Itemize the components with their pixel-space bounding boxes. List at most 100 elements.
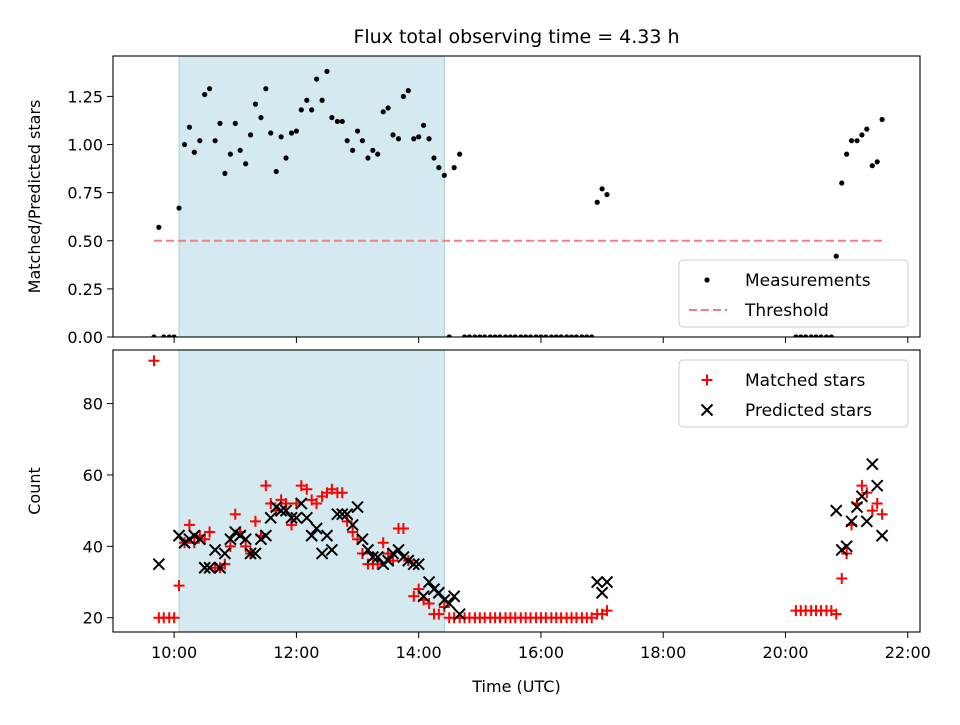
bottom-xtick-label: 10:00 [151,643,197,662]
top-point [553,334,559,337]
bottom-ylabel: Count [25,467,44,515]
top-point [461,334,468,337]
bottom-matched-marker [311,497,323,509]
top-point [206,86,213,92]
bottom-xtick-label: 22:00 [885,643,931,662]
bottom-predicted-marker [259,529,273,542]
top-point [543,334,549,337]
top-point [385,105,391,111]
bottom-predicted-marker [855,490,869,503]
top-point [472,334,478,337]
top-point [334,118,340,125]
top-point [309,107,315,113]
top-point [161,334,167,337]
bottom-predicted-marker [193,532,207,546]
top-point [227,151,233,157]
bottom-predicted-marker [340,507,354,521]
top-point [548,334,554,337]
top-point [584,334,590,337]
top-point [243,161,249,167]
bottom-xlabel: Time (UTC) [471,677,560,696]
top-point [492,334,498,337]
bottom-predicted-marker [295,497,308,510]
bottom-legend-label: Predicted stars [745,401,872,421]
chart-title: Flux total observing time = 4.33 h [353,26,679,48]
top-point [197,138,203,144]
bottom-predicted-marker [336,507,349,521]
top-point [502,334,509,337]
top-point [518,334,524,337]
bottom-predicted-marker [432,586,446,599]
top-point [512,334,518,337]
top-point [344,138,350,144]
top-ytick-label: 0.75 [67,184,103,203]
bottom-matched-marker [224,540,236,552]
bottom-predicted-marker [152,557,166,571]
top-point [604,191,610,198]
top-point [329,114,335,121]
bottom-panel: 20 40 60 80 10:00 12:00 14:00 16:00 18:00 20:00 22… [25,349,931,696]
bottom-predicted-marker [422,575,436,589]
bottom-matched-marker [830,608,842,620]
bottom-predicted-marker [305,529,318,542]
top-point [441,172,447,178]
bottom-matched-marker [876,508,888,520]
top-point [222,170,228,177]
top-series-0 [151,68,885,337]
bottom-matched-marker [240,540,252,552]
bottom-predicted-marker [213,561,227,574]
bottom-matched-marker [286,519,298,531]
top-point [263,86,269,92]
bottom-predicted-marker [600,575,614,589]
bottom-series-0 [148,355,888,624]
bottom-predicted-marker [285,511,298,524]
bottom-matched-marker [260,480,272,492]
top-point [803,334,809,337]
bottom-predicted-marker [412,557,425,571]
top-point [375,151,381,157]
bottom-predicted-marker [279,504,293,517]
top-observing-span [178,56,445,337]
top-point [523,334,529,337]
bottom-predicted-marker [351,500,364,514]
bottom-axes-frame [112,349,921,633]
bottom-matched-marker [866,505,878,517]
bottom-predicted-marker [875,529,889,542]
bottom-predicted-marker [453,607,466,621]
top-point [848,138,855,144]
bottom-matched-marker [326,483,338,495]
bottom-legend: Matched stars Predicted stars [678,359,909,428]
bottom-predicted-marker [203,561,216,574]
bottom-legend-box [678,359,909,428]
top-point [466,334,473,337]
top-point [176,205,182,211]
bottom-predicted-marker [274,504,288,517]
top-ytick-label: 0.00 [67,328,103,347]
bottom-predicted-marker [443,597,456,610]
top-point [313,76,320,82]
bottom-matched-marker [413,583,425,595]
bottom-xtick-label: 18:00 [640,643,686,662]
top-point [298,107,304,113]
bottom-xtick-label: 14:00 [396,643,442,662]
top-point [869,163,875,169]
bottom-predicted-marker [356,532,369,546]
top-panel: 0.00 0.25 0.50 0.75 1.00 1.25 Flux total obser… [25,26,921,347]
bottom-predicted-marker [331,507,344,521]
bottom-predicted-marker [320,529,334,542]
bottom-predicted-marker [402,554,415,567]
top-point [380,109,386,115]
bottom-predicted-marker [866,458,879,471]
bottom-predicted-marker [407,557,420,571]
bottom-matched-marker [372,558,384,570]
top-point [273,168,279,175]
bottom-ytick-label: 20 [83,609,103,628]
bottom-matched-marker [183,519,195,531]
top-point [354,128,361,134]
top-point [507,334,513,337]
top-point [350,147,356,153]
bottom-predicted-marker [346,518,359,532]
top-point [181,141,188,148]
top-point [217,120,223,126]
